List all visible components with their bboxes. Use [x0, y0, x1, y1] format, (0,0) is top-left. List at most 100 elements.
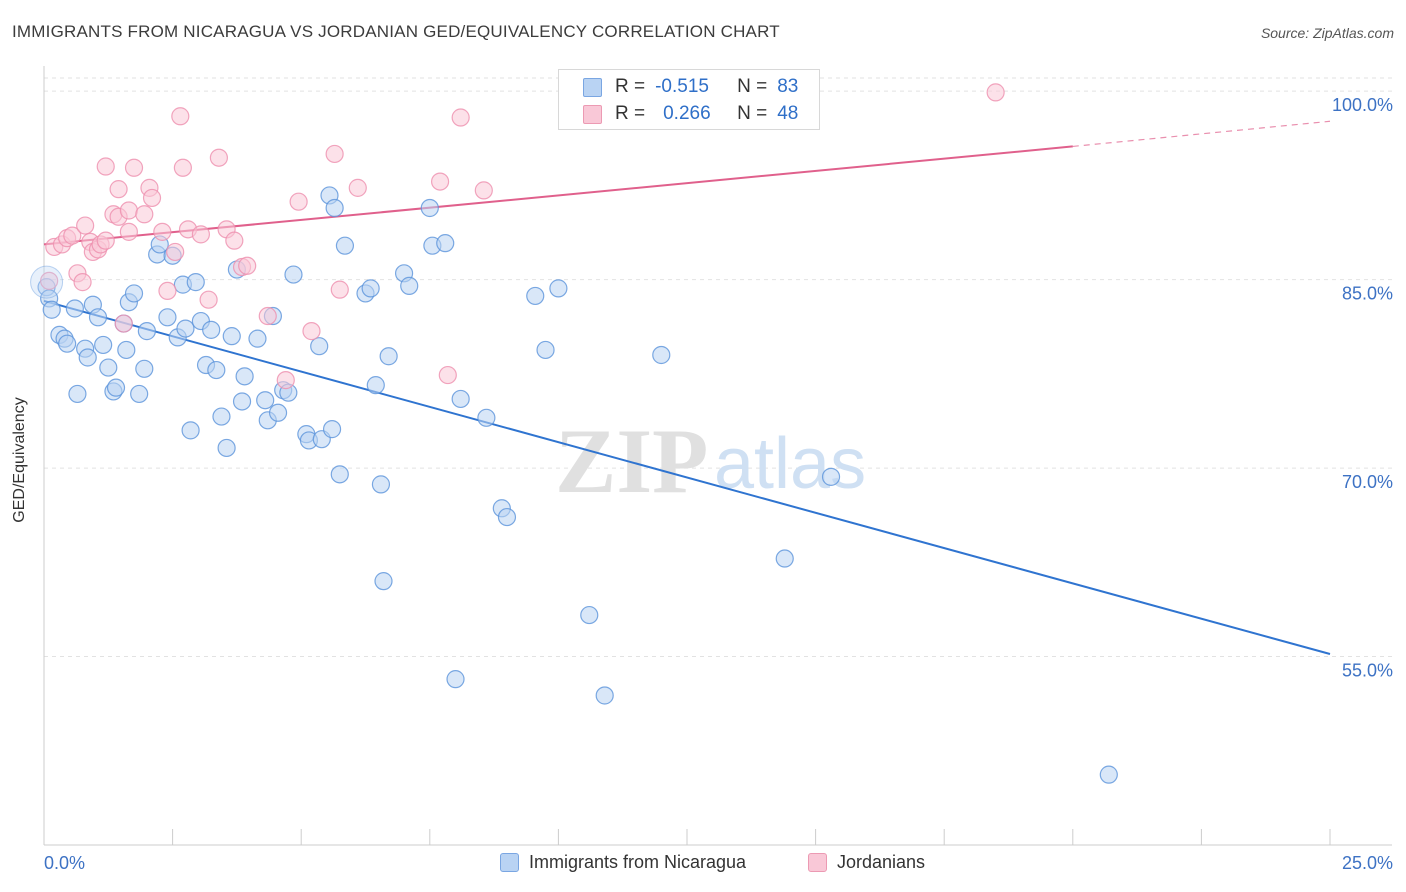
- point-nicaragua: [821, 467, 841, 486]
- point-nicaragua: [400, 276, 419, 295]
- point-nicaragua: [256, 391, 275, 410]
- point-nicaragua: [158, 308, 177, 327]
- legend-swatch-blue: [583, 77, 602, 97]
- point-cluster: [30, 265, 64, 299]
- point-nicaragua: [595, 686, 614, 705]
- point-nicaragua: [202, 320, 221, 339]
- point-nicaragua: [652, 345, 671, 365]
- point-nicaragua: [135, 359, 154, 378]
- point-jordanian: [330, 280, 349, 299]
- point-jordanian: [166, 242, 185, 262]
- n-label: N =: [737, 76, 768, 97]
- point-jordanian: [289, 192, 308, 211]
- point-nicaragua: [420, 198, 439, 218]
- point-jordanian: [209, 148, 228, 167]
- point-jordanian: [40, 271, 59, 290]
- point-nicaragua: [176, 319, 195, 338]
- point-nicaragua: [268, 403, 288, 422]
- point-nicaragua: [446, 670, 465, 689]
- point-nicaragua: [94, 335, 113, 355]
- point-nicaragua: [322, 420, 342, 439]
- point-nicaragua: [207, 360, 226, 380]
- x-tick-label: 25.0%: [1342, 853, 1393, 873]
- data-points: [30, 83, 1118, 784]
- r-value: 0.266: [663, 103, 711, 124]
- point-nicaragua: [130, 384, 149, 404]
- stats-legend-row-pink: R = 0.266 N = 48: [583, 102, 798, 126]
- point-jordanian: [114, 314, 133, 333]
- point-jordanian: [438, 365, 457, 385]
- watermark: ZIP atlas: [555, 410, 866, 512]
- point-nicaragua: [186, 273, 205, 292]
- legend-swatch-pink: [583, 104, 602, 124]
- point-nicaragua: [366, 376, 385, 395]
- point-nicaragua: [477, 408, 496, 427]
- n-value: 83: [777, 76, 799, 97]
- trend-line-jordanians-extension: [1072, 120, 1331, 148]
- y-tick-label: 100.0%: [1332, 95, 1393, 115]
- page-title: IMMIGRANTS FROM NICARAGUA VS JORDANIAN G…: [12, 22, 780, 41]
- legend-item-nicaragua: Immigrants from Nicaragua: [500, 852, 746, 873]
- point-nicaragua: [248, 329, 267, 348]
- point-jordanian: [348, 178, 367, 197]
- point-jordanian: [96, 231, 115, 250]
- stats-legend: R = -0.515 N = 83 R = 0.266 N = 48: [558, 69, 820, 130]
- point-jordanian: [73, 273, 92, 292]
- point-nicaragua: [235, 367, 254, 386]
- trend-line-nicaragua: [43, 299, 1331, 655]
- trend-line-jordanians: [43, 145, 1073, 246]
- point-jordanian: [173, 158, 192, 177]
- point-jordanian: [258, 306, 277, 326]
- point-jordanian: [63, 226, 82, 245]
- point-nicaragua: [58, 334, 77, 353]
- legend-label: Jordanians: [837, 852, 926, 872]
- point-nicaragua: [775, 549, 794, 568]
- point-nicaragua: [371, 475, 391, 494]
- point-jordanian: [158, 281, 177, 301]
- point-jordanian: [124, 158, 144, 177]
- point-jordanian: [109, 180, 128, 199]
- point-nicaragua: [212, 407, 231, 426]
- point-nicaragua: [451, 389, 470, 409]
- point-nicaragua: [124, 284, 144, 303]
- point-jordanian: [276, 371, 295, 390]
- legend-item-jordanians: Jordanians: [808, 852, 925, 873]
- r-value: -0.515: [655, 76, 709, 97]
- point-nicaragua: [361, 279, 380, 298]
- point-jordanian: [451, 108, 470, 127]
- point-nicaragua: [325, 198, 344, 218]
- point-jordanian: [225, 231, 244, 250]
- legend-swatch-pink: [808, 853, 827, 872]
- point-nicaragua: [330, 465, 349, 484]
- point-nicaragua: [99, 358, 118, 377]
- point-nicaragua: [379, 347, 398, 366]
- point-jordanian: [302, 322, 321, 341]
- point-nicaragua: [181, 421, 200, 440]
- point-nicaragua: [137, 322, 156, 341]
- point-nicaragua: [117, 340, 136, 360]
- grid-lines: [44, 77, 1392, 658]
- point-nicaragua: [536, 340, 555, 360]
- point-nicaragua: [335, 236, 355, 255]
- axes: [43, 66, 1392, 846]
- y-tick-label: 55.0%: [1342, 661, 1393, 681]
- point-nicaragua: [106, 378, 126, 397]
- point-nicaragua: [1099, 765, 1118, 784]
- point-jordanian: [986, 83, 1005, 102]
- point-nicaragua: [374, 572, 393, 591]
- point-nicaragua: [526, 286, 545, 306]
- point-jordanian: [199, 290, 218, 309]
- point-nicaragua: [232, 392, 252, 411]
- x-tick-label: 0.0%: [44, 853, 85, 873]
- point-nicaragua: [549, 279, 568, 298]
- point-jordanian: [76, 216, 95, 235]
- y-tick-label: 85.0%: [1342, 284, 1393, 304]
- point-jordanian: [171, 107, 190, 126]
- watermark-zip: ZIP: [555, 410, 708, 512]
- point-nicaragua: [88, 308, 108, 327]
- y-tick-label: 70.0%: [1342, 472, 1393, 492]
- point-jordanian: [135, 205, 154, 224]
- point-nicaragua: [222, 327, 241, 346]
- legend-label: Immigrants from Nicaragua: [529, 852, 747, 872]
